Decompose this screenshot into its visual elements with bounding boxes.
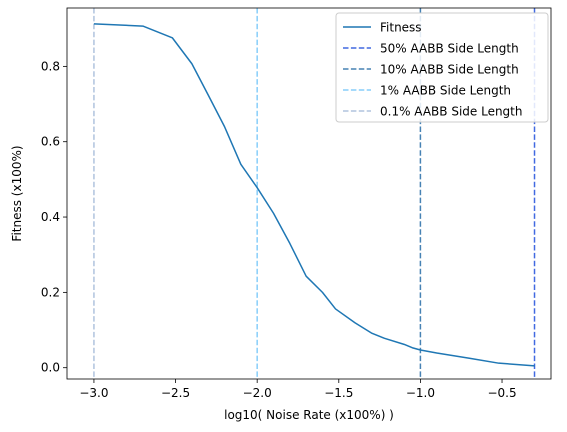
- legend-label: 10% AABB Side Length: [380, 63, 519, 77]
- legend-label: 1% AABB Side Length: [380, 84, 511, 98]
- legend-label: 50% AABB Side Length: [380, 42, 519, 56]
- legend: Fitness 50% AABB Side Length 10% AABB Side…: [335, 12, 549, 123]
- axes-frame: [66, 7, 552, 380]
- y-axis-label: Fitness (x100%): [10, 145, 24, 241]
- x-axis-label: log10( Noise Rate (x100%) ): [224, 408, 394, 422]
- x-tick-label: −1.0: [406, 386, 435, 400]
- x-tick-label: −2.0: [243, 386, 272, 400]
- y-tick-label: 0.4: [41, 210, 60, 224]
- x-tick-label: −3.0: [79, 386, 108, 400]
- y-tick-label: 0.8: [41, 59, 60, 73]
- legend-label: Fitness: [380, 21, 422, 35]
- series-lines: [93, 23, 535, 367]
- legend-box: [335, 12, 549, 123]
- x-tick-label: −0.5: [487, 386, 516, 400]
- y-tick-label: 0.6: [41, 135, 60, 149]
- x-axis-ticks: −3.0 −2.5 −2.0 −1.5 −1.0 −0.5: [79, 379, 517, 400]
- y-axis-ticks: 0.0 0.2 0.4 0.6 0.8: [41, 59, 67, 375]
- series-line-fitness: [93, 23, 535, 367]
- x-tick-label: −1.5: [324, 386, 353, 400]
- y-tick-label: 0.2: [41, 285, 60, 299]
- legend-label: 0.1% AABB Side Length: [380, 105, 523, 119]
- x-tick-label: −2.5: [161, 386, 190, 400]
- reference-lines: [93, 8, 536, 379]
- y-tick-label: 0.0: [41, 361, 60, 375]
